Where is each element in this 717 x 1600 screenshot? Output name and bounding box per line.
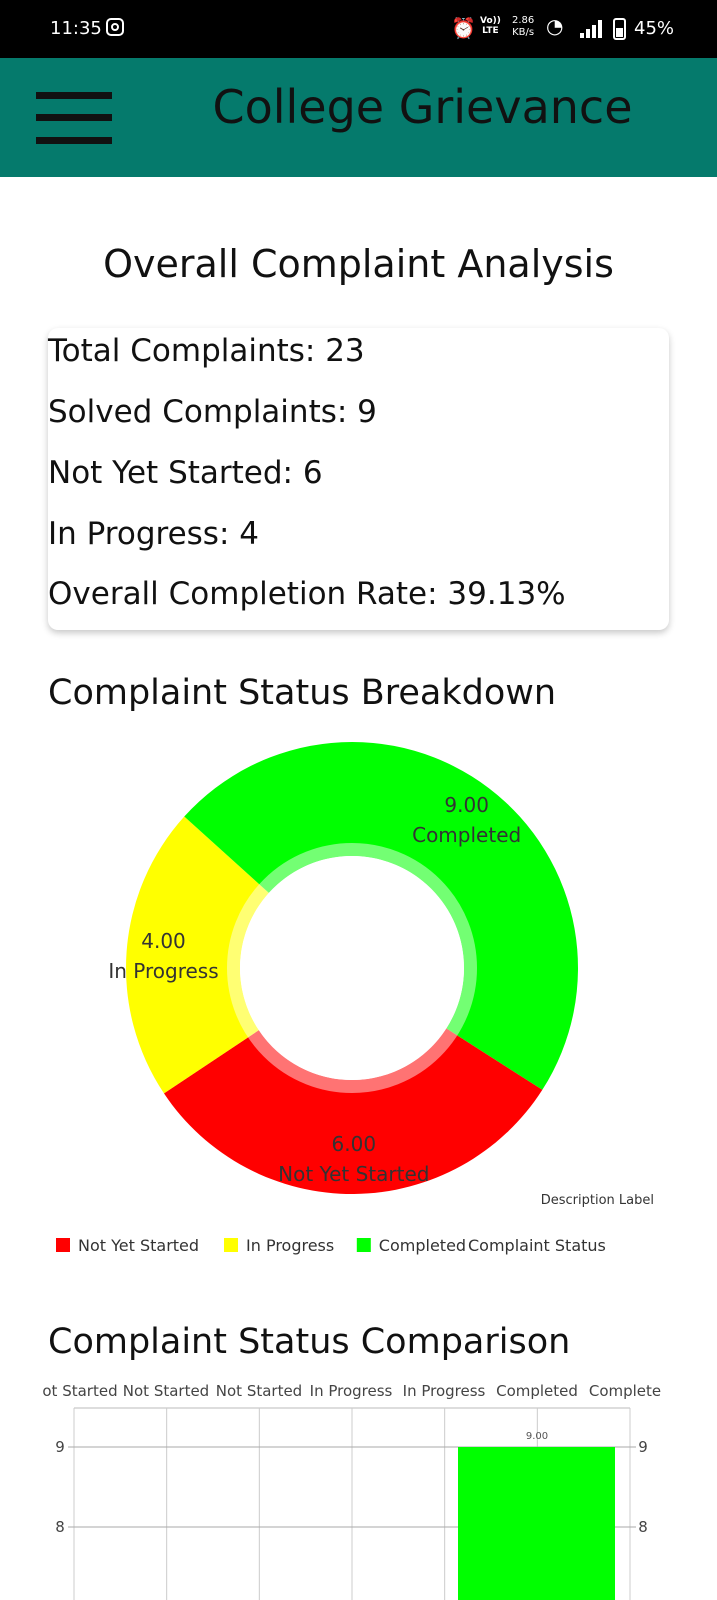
bar-axis-label: Not Started — [123, 1382, 209, 1400]
signal-icon — [580, 20, 602, 38]
network-speed-value: 2.86 — [512, 15, 535, 26]
stats-card: Total Complaints: 23 Solved Complaints: … — [48, 328, 669, 630]
pie-hole — [240, 856, 464, 1080]
bar-y-tick-left: 9 — [55, 1438, 65, 1456]
pie-slice-in-progress — [125, 816, 269, 1094]
pie-inner-ring — [227, 843, 477, 1093]
bar-y-tick-left: 8 — [55, 1518, 65, 1536]
legend-swatch — [356, 1238, 371, 1252]
legend-label: Completed — [379, 1236, 466, 1255]
bar-value-label: 9.00 — [526, 1431, 548, 1442]
network-speed-unit: KB/s — [512, 27, 535, 38]
volte-top-text: Vo)) — [480, 16, 501, 26]
app-title: College Grievance — [212, 80, 633, 134]
legend-swatch — [224, 1238, 238, 1252]
in-progress-count: In Progress: 4 — [48, 516, 259, 552]
bar-y-tick-right: 9 — [638, 1438, 648, 1456]
donut-chart: 6.00 Not Yet Started 4.00 In Progress 9.00 Co… — [56, 741, 654, 1255]
pie-section-title: Complaint Status Breakdown — [48, 673, 557, 713]
legend-title: Complaint Status — [468, 1236, 606, 1255]
instagram-icon — [106, 18, 124, 36]
pie-slice-label: Completed — [412, 823, 521, 847]
bar-axis-label: ot Started — [42, 1382, 117, 1400]
hamburger-menu-icon[interactable] — [36, 92, 112, 144]
completion-rate: Overall Completion Rate: 39.13% — [48, 576, 566, 612]
bar-axis-label: Complete — [589, 1382, 661, 1400]
pie-slice-value: 6.00 — [332, 1132, 377, 1156]
legend-label: Not Yet Started — [78, 1236, 199, 1255]
bar-axis-label: In Progress — [310, 1382, 393, 1400]
volte-icon: Vo)) LTE — [480, 16, 501, 36]
solved-complaints: Solved Complaints: 9 — [48, 394, 377, 430]
battery-icon — [613, 18, 626, 40]
pie-slice-label: Not Yet Started — [278, 1162, 429, 1186]
network-speed: 2.86 KB/s — [512, 15, 534, 39]
pie-slice-completed — [184, 741, 579, 1090]
volte-bottom-text: LTE — [482, 26, 499, 36]
pie-slice-value: 4.00 — [141, 929, 186, 953]
alarm-icon: ⏰ — [451, 16, 476, 40]
bar-completed — [458, 1447, 615, 1600]
pie-slice-value: 9.00 — [444, 793, 489, 817]
pie-slice-label: In Progress — [108, 959, 218, 983]
bar-axis-label: In Progress — [403, 1382, 486, 1400]
bar-section-title: Complaint Status Comparison — [48, 1322, 571, 1362]
pie-description-label: Description Label — [541, 1193, 654, 1208]
total-complaints: Total Complaints: 23 — [48, 333, 365, 369]
not-started-count: Not Yet Started: 6 — [48, 455, 323, 491]
bar-axis-label: Not Started — [216, 1382, 302, 1400]
app-bar — [0, 58, 717, 177]
pie-slice-not-yet-started — [163, 1028, 543, 1194]
status-bar: 11:35 ⏰ Vo)) LTE 2.86 KB/s ◔ 45% — [0, 0, 717, 58]
bar-chart: ot Started Not Started Not Started In Progr… — [42, 1382, 661, 1600]
bar-y-tick-right: 8 — [638, 1518, 648, 1536]
legend-label: In Progress — [246, 1236, 334, 1255]
bar-axis-label: Completed — [496, 1382, 578, 1400]
legend-swatch — [56, 1238, 70, 1252]
status-time: 11:35 — [50, 18, 102, 39]
page-title: Overall Complaint Analysis — [103, 242, 614, 286]
wifi-icon: ◔ — [546, 14, 564, 38]
battery-percent: 45% — [634, 18, 675, 39]
